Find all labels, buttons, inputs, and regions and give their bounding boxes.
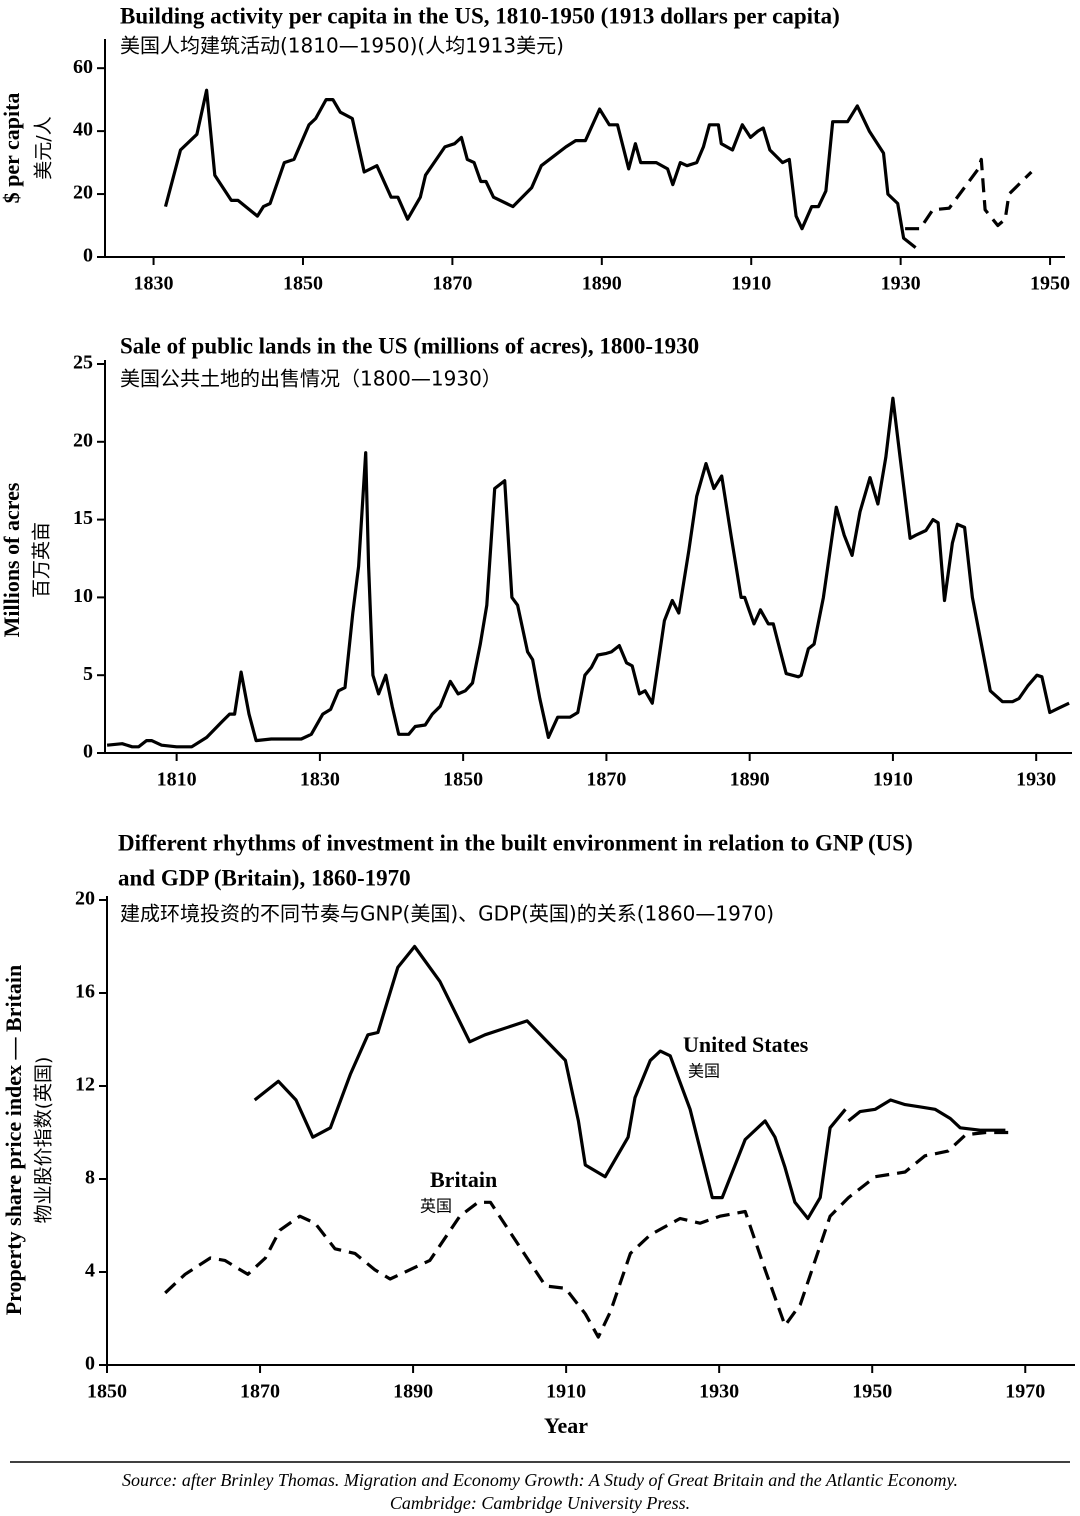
x-tick-label: 1870 — [240, 1381, 280, 1403]
x-tick-label: 1970 — [1005, 1381, 1045, 1403]
y-axis-label: Property share price index — Britain — [1, 965, 26, 1316]
source: Cambridge: Cambridge University Press. — [390, 1493, 690, 1513]
data-line — [163, 88, 917, 249]
chart-title: Building activity per capita in the US, … — [120, 3, 840, 28]
x-tick-label: 1910 — [546, 1381, 586, 1403]
y-tick-label: 0 — [85, 1353, 95, 1375]
data-line — [164, 1130, 1010, 1339]
y-tick-label: 60 — [73, 56, 93, 78]
annotation: 美国 — [688, 1062, 720, 1081]
source: Source: after Brinley Thomas. Migration … — [122, 1470, 958, 1490]
y-tick-label: 0 — [83, 741, 93, 763]
x-tick-label: 1930 — [881, 273, 921, 295]
y-axis-label: Millions of acres — [0, 482, 24, 637]
y-tick-label: 40 — [73, 119, 93, 141]
y-tick-label: 20 — [73, 429, 93, 451]
y-axis-label: 物业股价指数(英国) — [33, 1057, 55, 1224]
data-line — [253, 944, 1006, 1221]
x-tick-label: 1850 — [283, 273, 323, 295]
chart-subtitle: 建成环境投资的不同节奏与GNP(美国)、GDP(英国)的关系(1860—1970… — [120, 902, 774, 926]
x-tick-label: 1890 — [730, 769, 770, 791]
y-tick-label: 12 — [75, 1074, 95, 1096]
x-tick-label: 1850 — [443, 769, 483, 791]
y-tick-label: 20 — [75, 888, 95, 910]
x-tick-label: 1950 — [852, 1381, 892, 1403]
y-axis-label: 百万英亩 — [31, 522, 53, 598]
y-tick-label: 5 — [83, 663, 93, 685]
annotation: United States — [683, 1032, 809, 1057]
y-tick-label: 8 — [85, 1167, 95, 1189]
x-tick-label: 1850 — [87, 1381, 127, 1403]
x-tick-label: 1830 — [300, 769, 340, 791]
x-tick-label: 1890 — [393, 1381, 433, 1403]
y-tick-label: 10 — [73, 585, 93, 607]
chart-title: Sale of public lands in the US (millions… — [120, 333, 699, 358]
x-tick-label: 1870 — [586, 769, 626, 791]
y-tick-label: 20 — [73, 182, 93, 204]
x-tick-label: 1810 — [157, 769, 197, 791]
x-tick-label: 1830 — [134, 273, 174, 295]
x-tick-label: 1950 — [1030, 273, 1070, 295]
x-axis-label: Year — [544, 1413, 588, 1438]
x-tick-label: 1910 — [731, 273, 771, 295]
y-tick-label: 4 — [85, 1260, 95, 1282]
chart-title: Different rhythms of investment in the b… — [118, 830, 913, 855]
y-tick-label: 25 — [73, 352, 93, 374]
y-axis-label: 美元/人 — [33, 116, 55, 179]
x-tick-label: 1870 — [432, 273, 472, 295]
x-tick-label: 1930 — [1016, 769, 1056, 791]
chart-subtitle: 美国公共土地的出售情况（1800—1930） — [120, 367, 502, 391]
y-tick-label: 16 — [75, 981, 95, 1003]
y-tick-label: 0 — [83, 245, 93, 267]
y-tick-label: 15 — [73, 507, 93, 529]
x-tick-label: 1930 — [699, 1381, 739, 1403]
y-axis-label: $ per capita — [0, 93, 24, 204]
x-tick-label: 1890 — [582, 273, 622, 295]
chart-title: and GDP (Britain), 1860-1970 — [118, 865, 411, 890]
annotation: Britain — [430, 1167, 497, 1192]
chart-subtitle: 美国人均建筑活动(1810—1950)(人均1913美元) — [120, 34, 564, 58]
data-line — [106, 396, 1070, 749]
annotation: 英国 — [420, 1197, 452, 1216]
x-tick-label: 1910 — [873, 769, 913, 791]
data-line — [905, 157, 1033, 231]
